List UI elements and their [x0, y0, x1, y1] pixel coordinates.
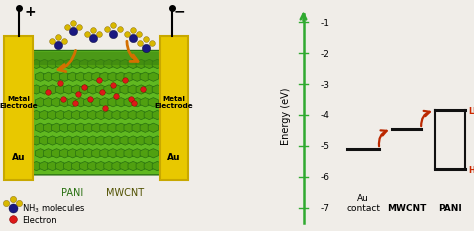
- Text: -2: -2: [320, 49, 329, 58]
- Text: Energy (eV): Energy (eV): [281, 87, 291, 144]
- Text: -3: -3: [320, 80, 329, 89]
- Text: +: +: [24, 5, 36, 18]
- Text: Au
contact: Au contact: [346, 193, 380, 213]
- Text: -5: -5: [320, 142, 329, 151]
- Text: MWCNT: MWCNT: [106, 187, 145, 197]
- Text: Au: Au: [12, 153, 26, 161]
- Text: -4: -4: [320, 111, 329, 120]
- FancyBboxPatch shape: [33, 53, 160, 66]
- FancyArrowPatch shape: [58, 51, 75, 72]
- Text: LUMO: LUMO: [469, 106, 474, 115]
- FancyBboxPatch shape: [4, 37, 33, 180]
- Text: −: −: [173, 5, 185, 18]
- Text: -6: -6: [320, 173, 329, 182]
- Text: PANI: PANI: [438, 204, 462, 213]
- FancyBboxPatch shape: [160, 37, 188, 180]
- Text: Au: Au: [167, 153, 181, 161]
- FancyArrowPatch shape: [127, 42, 138, 62]
- Text: PANI: PANI: [61, 187, 83, 197]
- Text: HOMO: HOMO: [469, 165, 474, 174]
- Text: Metal
Electrode: Metal Electrode: [155, 95, 193, 108]
- FancyArrowPatch shape: [379, 131, 387, 147]
- Text: NH$_3$ molecules: NH$_3$ molecules: [22, 202, 85, 214]
- Text: MWCNT: MWCNT: [387, 204, 426, 213]
- FancyBboxPatch shape: [30, 51, 162, 175]
- FancyArrowPatch shape: [421, 111, 430, 127]
- Text: -7: -7: [320, 204, 329, 212]
- Text: Metal
Electrode: Metal Electrode: [0, 95, 38, 108]
- Text: -1: -1: [320, 19, 329, 27]
- Text: Electron: Electron: [22, 215, 56, 224]
